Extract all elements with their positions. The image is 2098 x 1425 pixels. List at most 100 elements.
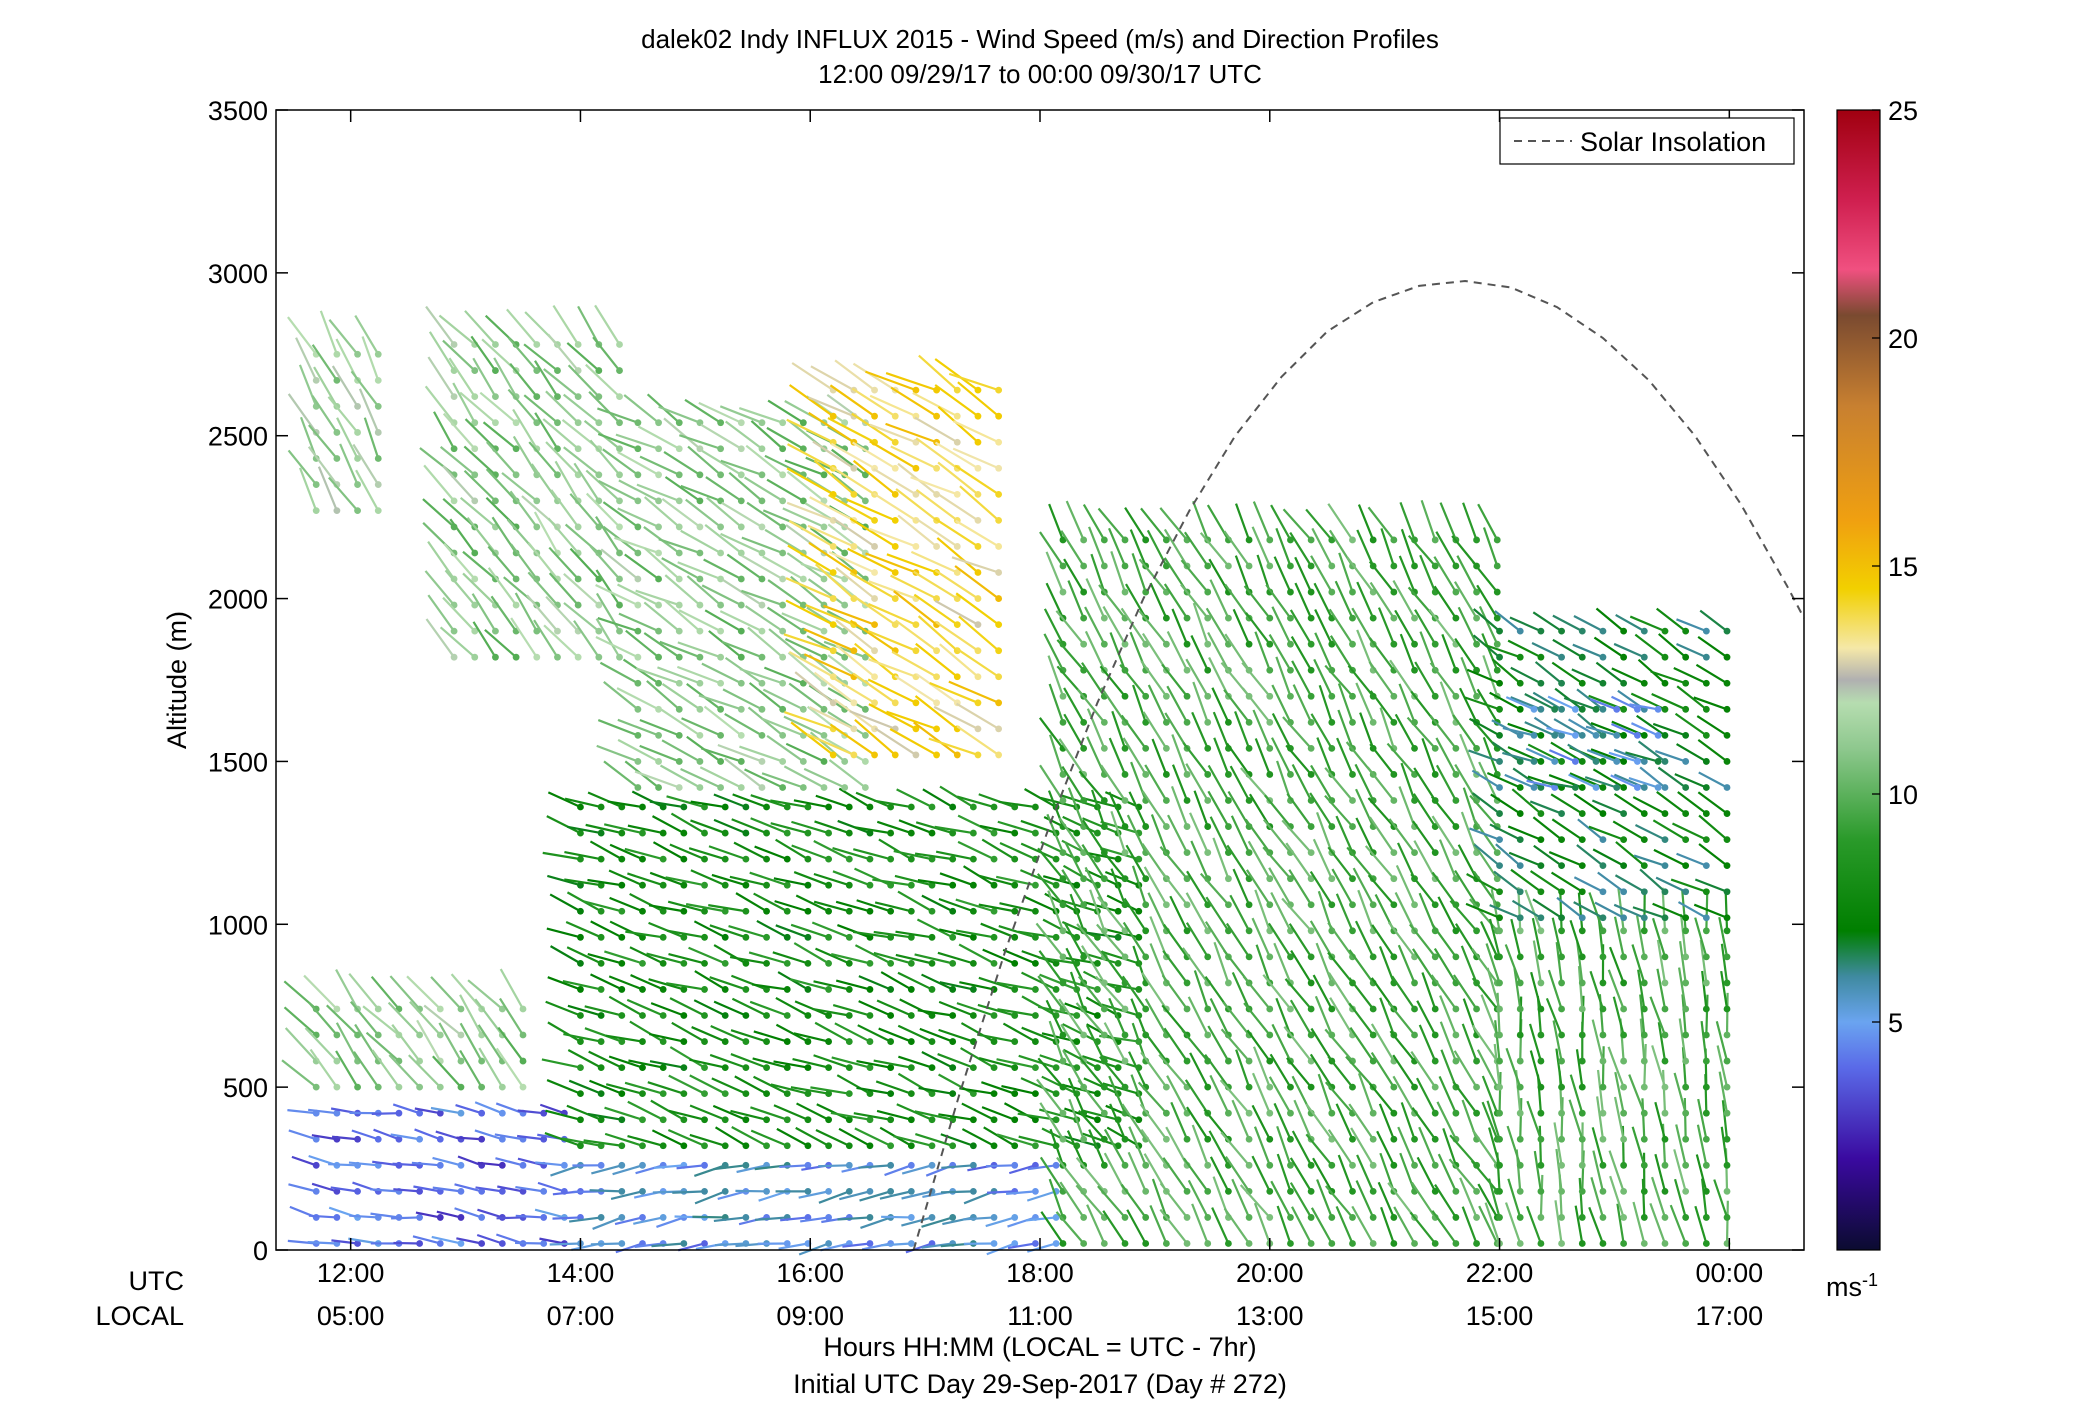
wind-barb-point bbox=[779, 575, 787, 583]
wind-barb-point bbox=[655, 758, 662, 765]
wind-barb-point bbox=[933, 751, 941, 759]
wind-barb-point bbox=[680, 1038, 688, 1045]
wind-barb-point bbox=[758, 758, 766, 765]
wind-barb-shaft bbox=[676, 1164, 705, 1170]
wind-barb-point bbox=[1496, 705, 1503, 713]
wind-barb-shaft bbox=[1592, 848, 1625, 867]
y-tick-label: 2500 bbox=[208, 422, 268, 452]
wind-barb-point bbox=[825, 1240, 833, 1247]
wind-barb-point bbox=[1287, 614, 1294, 622]
wind-barb-point bbox=[1204, 1005, 1212, 1013]
wind-barb-point bbox=[907, 1187, 915, 1195]
wind-barb-point bbox=[478, 1214, 486, 1221]
wind-barb-point bbox=[519, 1187, 527, 1195]
wind-barb-shaft bbox=[1673, 1149, 1687, 1192]
wind-barb-point bbox=[1723, 888, 1731, 896]
wind-barb-shaft bbox=[1377, 1181, 1395, 1218]
wind-barb-shaft bbox=[1273, 556, 1292, 593]
wind-barb-shaft bbox=[832, 846, 871, 861]
wind-barb-point bbox=[1493, 588, 1501, 596]
wind-barb-point bbox=[928, 1038, 936, 1045]
wind-barb-shaft bbox=[1324, 794, 1354, 828]
wind-barb-point bbox=[1369, 1240, 1377, 1247]
wind-barb-shaft bbox=[1003, 1102, 1036, 1121]
wind-barb-point bbox=[597, 881, 605, 889]
wind-barb-point bbox=[634, 601, 642, 609]
wind-barb-shaft bbox=[1563, 696, 1597, 711]
wind-barb-shaft bbox=[724, 713, 763, 737]
wind-barb-point bbox=[701, 881, 708, 889]
wind-barb-point bbox=[949, 1064, 957, 1071]
wind-barb-shaft bbox=[1329, 997, 1354, 1036]
wind-barb-shaft bbox=[1207, 632, 1230, 671]
wind-barb-shaft bbox=[672, 1190, 705, 1194]
wind-barb-point bbox=[1640, 1083, 1648, 1091]
wind-barb-shaft bbox=[1357, 1073, 1375, 1114]
wind-barb-shaft bbox=[788, 650, 834, 678]
wind-barb-point bbox=[618, 959, 626, 967]
wind-barb-shaft bbox=[545, 441, 579, 476]
wind-barb-shaft bbox=[327, 396, 359, 434]
wind-barb-shaft bbox=[647, 1081, 685, 1095]
wind-barb-shaft bbox=[545, 390, 579, 424]
wind-barb-shaft bbox=[721, 640, 763, 659]
wind-barb-point bbox=[574, 341, 582, 348]
wind-barb-shaft bbox=[705, 476, 742, 502]
wind-barb-point bbox=[1496, 679, 1503, 687]
wind-barb-shaft bbox=[661, 557, 701, 580]
wind-barb-shaft bbox=[1265, 584, 1292, 619]
wind-barb-shaft bbox=[597, 432, 639, 450]
wind-barb-shaft bbox=[1185, 763, 1209, 802]
wind-barb-point bbox=[680, 959, 688, 967]
wind-barb-shaft bbox=[1588, 892, 1604, 932]
wind-barb-point bbox=[820, 627, 828, 635]
wind-barb-shaft bbox=[664, 476, 701, 502]
wind-barb-shaft bbox=[1555, 1148, 1563, 1192]
wind-barb-shaft bbox=[439, 446, 476, 476]
wind-barb-point bbox=[680, 1064, 688, 1071]
wind-barb-shaft bbox=[497, 1026, 524, 1062]
wind-barb-point bbox=[763, 1064, 770, 1071]
wind-barb-point bbox=[995, 517, 1003, 524]
wind-barb-shaft bbox=[1410, 873, 1437, 906]
wind-barb-shaft bbox=[479, 391, 517, 424]
wind-barb-shaft bbox=[1574, 1205, 1584, 1244]
wind-barb-shaft bbox=[1291, 764, 1313, 802]
wind-barb-shaft bbox=[1047, 890, 1065, 932]
wind-barb-shaft bbox=[587, 791, 623, 809]
wind-barb-point bbox=[1496, 784, 1503, 791]
wind-barb-point bbox=[974, 490, 982, 498]
wind-barb-shaft bbox=[1100, 950, 1126, 984]
wind-barb-shaft bbox=[495, 1047, 524, 1088]
wind-barb-point bbox=[1307, 771, 1315, 778]
wind-barb-shaft bbox=[956, 702, 1000, 730]
wind-barb-shaft bbox=[352, 443, 380, 486]
wind-barb-point bbox=[1634, 784, 1641, 791]
wind-barb-shaft bbox=[1628, 777, 1659, 789]
wind-barb-shaft bbox=[1490, 888, 1501, 932]
wind-barb-shaft bbox=[1121, 1103, 1147, 1140]
wind-barb-point bbox=[655, 419, 662, 427]
wind-barb-point bbox=[1702, 927, 1710, 935]
wind-barb-shaft bbox=[1486, 967, 1501, 1010]
wind-barb-shaft bbox=[744, 768, 784, 789]
wind-barb-point bbox=[721, 1012, 729, 1019]
wind-barb-shaft bbox=[914, 695, 958, 730]
wind-barb-point bbox=[333, 1109, 341, 1117]
x-row-label-local: LOCAL bbox=[95, 1301, 184, 1331]
wind-barb-shaft bbox=[678, 609, 722, 633]
wind-barb-point bbox=[1620, 705, 1628, 713]
wind-barb-point bbox=[655, 497, 662, 505]
wind-barb-shaft bbox=[1592, 1150, 1605, 1192]
wind-barb-point bbox=[1225, 1187, 1232, 1195]
wind-barb-shaft bbox=[1314, 609, 1333, 645]
wind-barb-shaft bbox=[1678, 1018, 1687, 1062]
wind-barb-point bbox=[1204, 1083, 1212, 1091]
wind-barb-point bbox=[1452, 1005, 1460, 1013]
wind-barb-shaft bbox=[1159, 507, 1188, 541]
wind-barb-shaft bbox=[894, 674, 938, 704]
wind-barb-point bbox=[907, 1161, 915, 1169]
wind-barb-point bbox=[717, 601, 725, 609]
wind-barb-shaft bbox=[1312, 838, 1333, 880]
wind-barb-point bbox=[616, 627, 623, 635]
